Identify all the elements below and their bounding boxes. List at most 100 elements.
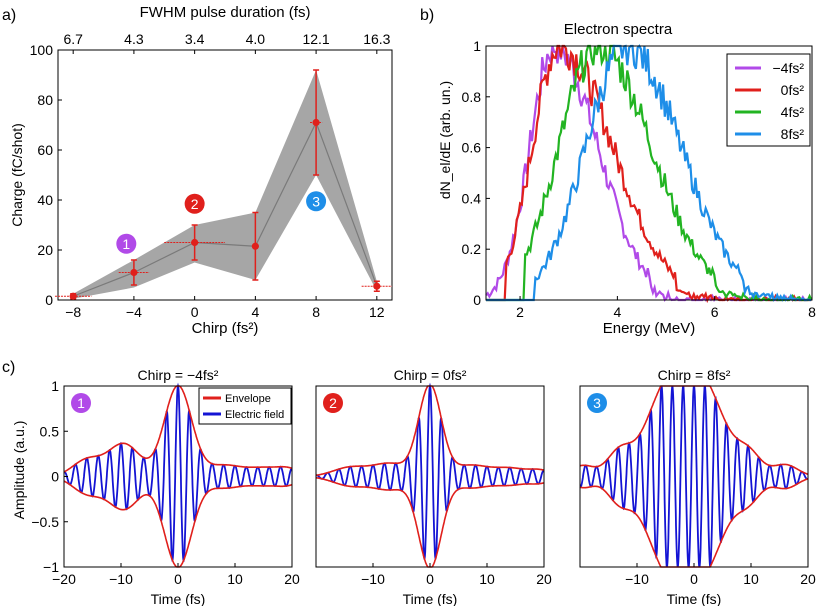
y-tick-label: 0 xyxy=(45,292,53,308)
marker-badge xyxy=(323,393,343,413)
chart-title: Chirp = −4fs² xyxy=(138,367,219,383)
x-tick-label: 20 xyxy=(800,571,816,587)
marker-badge-label: 1 xyxy=(122,236,130,252)
legend-label: −4fs² xyxy=(772,60,804,76)
legend-label: 0fs² xyxy=(781,82,805,98)
x-tick-label: 4 xyxy=(613,304,621,320)
data-point xyxy=(191,238,199,247)
x-tick-label: 12 xyxy=(369,304,385,320)
x-tick-label: −20 xyxy=(52,571,76,587)
x-tick-label: 4 xyxy=(251,304,259,320)
legend-label: 8fs² xyxy=(781,126,805,142)
x-tick-label: 0 xyxy=(191,304,199,320)
panel-label-b: b) xyxy=(420,7,434,24)
x-axis-label: Time (fs) xyxy=(151,591,206,606)
x-tick-label: 0 xyxy=(174,571,182,587)
x-tick-label: 10 xyxy=(227,571,243,587)
envelope-lower-line xyxy=(315,476,544,568)
y-tick-label: 1 xyxy=(473,38,481,54)
x-tick-label: −10 xyxy=(625,571,649,587)
marker-badge-label: 1 xyxy=(77,395,85,411)
marker-badge-label: 3 xyxy=(593,395,601,411)
top-tick-label: 12.1 xyxy=(302,31,329,47)
y-axis-label: Amplitude (a.u.) xyxy=(11,421,27,520)
x-tick-label: 20 xyxy=(536,571,552,587)
x-axis-label: Chirp (fs²) xyxy=(192,320,259,337)
plot-frame xyxy=(315,385,545,568)
legend-box xyxy=(198,387,292,425)
marker-badge xyxy=(71,393,91,413)
data-point xyxy=(251,242,259,250)
top-axis-label: FWHM pulse duration (fs) xyxy=(140,4,311,21)
series-line xyxy=(72,120,378,297)
x-axis-label: Energy (MeV) xyxy=(603,320,696,337)
y-tick-label: 0 xyxy=(473,292,481,308)
chart-a: FWHM pulse duration (fs) Charge (fC/shot… xyxy=(9,4,393,337)
x-tick-label: 2 xyxy=(516,304,524,320)
top-tick-label: 4.0 xyxy=(246,31,266,47)
x-tick-label: 6 xyxy=(711,304,719,320)
plot-frame xyxy=(579,385,809,568)
envelope-lower-line xyxy=(63,480,293,568)
x-tick-label: 8 xyxy=(312,304,320,320)
x-tick-label: −10 xyxy=(361,571,385,587)
panel-label-c: c) xyxy=(2,359,15,376)
x-tick-label: 10 xyxy=(743,571,759,587)
marker-badge xyxy=(116,233,137,254)
y-tick-label: 40 xyxy=(37,192,53,208)
y-tick-label: 1 xyxy=(51,378,59,394)
y-tick-label: 100 xyxy=(30,42,54,58)
envelope-upper-line xyxy=(315,385,544,477)
plot-frame xyxy=(485,45,813,301)
top-tick-label: 6.7 xyxy=(63,31,83,47)
y-tick-label: 0 xyxy=(51,469,59,485)
top-tick-label: 16.3 xyxy=(363,31,390,47)
legend-label: Electric field xyxy=(225,409,284,421)
spectrum-line-3 xyxy=(486,44,812,302)
y-tick-label: 60 xyxy=(37,142,53,158)
data-point xyxy=(69,292,77,300)
x-tick-label: 10 xyxy=(479,571,495,587)
x-tick-label: 0 xyxy=(426,571,434,587)
uncertainty-band xyxy=(73,70,377,299)
electric-field-line xyxy=(315,382,545,560)
marker-badge xyxy=(184,193,205,214)
chart-b: Electron spectra dN_el/dE (arb. un.) Ene… xyxy=(437,21,816,337)
envelope-upper-line xyxy=(579,385,808,476)
y-tick-label: 0.5 xyxy=(40,423,60,439)
data-point xyxy=(373,282,381,290)
x-axis-label: Time (fs) xyxy=(667,591,722,606)
marker-badge xyxy=(306,191,327,212)
y-tick-label: −0.5 xyxy=(31,514,59,530)
x-tick-label: 0 xyxy=(690,571,698,587)
x-axis-label: Time (fs) xyxy=(403,591,458,606)
y-tick-label: 0.6 xyxy=(462,140,482,156)
marker-badge-label: 2 xyxy=(191,196,199,212)
y-axis-label: Charge (fC/shot) xyxy=(9,123,25,226)
chart-title: Chirp = 0fs² xyxy=(394,367,467,383)
chart-title: Chirp = 8fs² xyxy=(658,367,731,383)
y-tick-label: 20 xyxy=(37,242,53,258)
y-tick-label: 0.4 xyxy=(462,190,482,206)
x-tick-label: −4 xyxy=(126,304,142,320)
x-tick-label: 8 xyxy=(808,304,816,320)
data-point xyxy=(130,268,138,277)
x-tick-label: −10 xyxy=(109,571,133,587)
y-axis-label: dN_el/dE (arb. un.) xyxy=(437,81,453,199)
chart-c: Amplitude (a.u.) Chirp = −4fs² Time (fs) −… xyxy=(11,367,816,607)
y-tick-label: −1 xyxy=(43,559,59,575)
legend-label: Envelope xyxy=(225,393,271,405)
marker-badge-label: 3 xyxy=(312,193,320,209)
electric-field-line xyxy=(579,385,809,568)
marker-badge-label: 2 xyxy=(329,395,337,411)
y-tick-label: 0.8 xyxy=(462,89,482,105)
y-tick-label: 80 xyxy=(37,92,53,108)
top-tick-label: 3.4 xyxy=(185,31,205,47)
legend-label: 4fs² xyxy=(781,104,805,120)
x-tick-label: −8 xyxy=(65,304,81,320)
x-tick-label: 20 xyxy=(284,571,300,587)
plot-frame xyxy=(57,49,393,301)
panel-label-a: a) xyxy=(2,7,16,24)
chart-title: Electron spectra xyxy=(564,21,673,38)
